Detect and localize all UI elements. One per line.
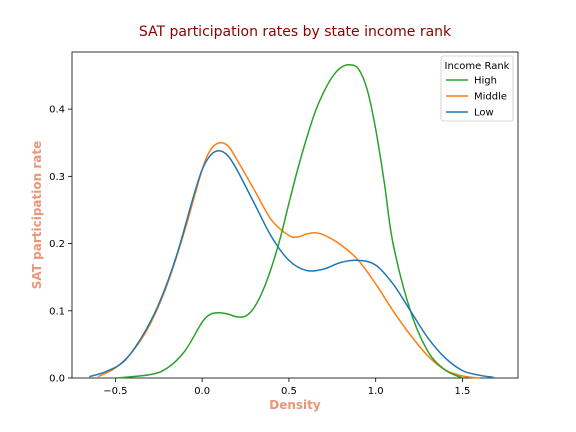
- legend-label-low: Low: [474, 108, 494, 119]
- x-tick-label: 0.0: [194, 386, 210, 397]
- legend-items: High Middle Low: [446, 76, 507, 119]
- chart-title: SAT participation rates by state income …: [139, 24, 452, 40]
- legend-title: Income Rank: [445, 61, 510, 72]
- x-axis-ticks: −0.5 0.0 0.5 1.0 1.5: [103, 378, 470, 397]
- y-tick-label: 0.1: [49, 306, 65, 317]
- x-tick-label: 1.0: [368, 386, 384, 397]
- legend-label-middle: Middle: [474, 92, 507, 103]
- x-axis-label: Density: [269, 398, 321, 412]
- x-tick-label: −0.5: [103, 386, 127, 397]
- y-axis-ticks: 0.0 0.1 0.2 0.3 0.4: [49, 105, 72, 385]
- legend-box: [440, 55, 514, 122]
- y-tick-label: 0.3: [49, 172, 65, 183]
- series-lines: [89, 63, 494, 379]
- legend: Income Rank High Middle Low: [440, 55, 514, 122]
- legend-label-high: High: [474, 76, 497, 87]
- x-tick-label: 0.5: [281, 386, 297, 397]
- series-line-low: [89, 150, 494, 379]
- series-line-high: [115, 63, 463, 379]
- y-tick-label: 0.0: [49, 374, 65, 385]
- y-tick-label: 0.2: [49, 239, 65, 250]
- x-tick-label: 1.5: [455, 386, 471, 397]
- y-tick-label: 0.4: [49, 105, 65, 116]
- y-axis-label: SAT participation rate: [30, 141, 44, 289]
- plot-frame: [71, 51, 519, 379]
